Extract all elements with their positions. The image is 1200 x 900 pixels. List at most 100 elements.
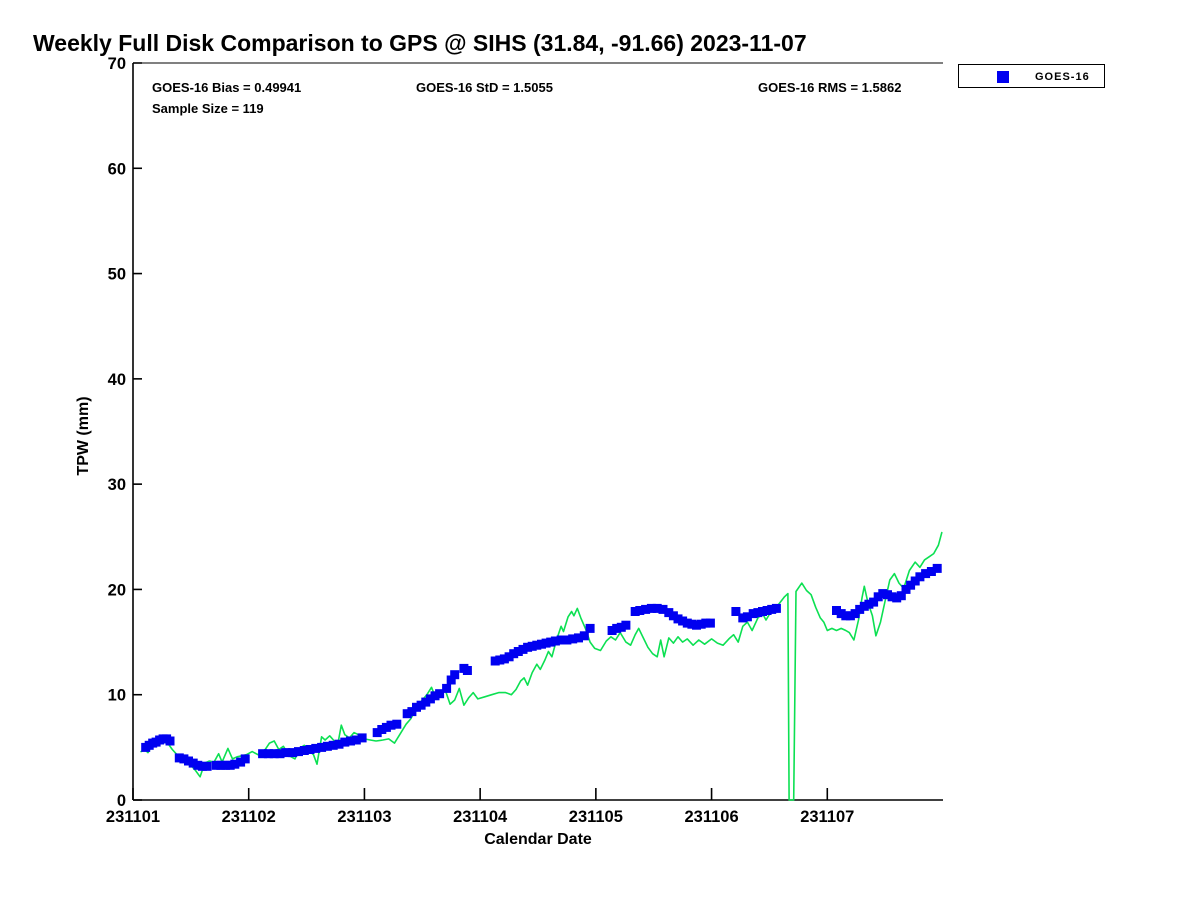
goes16-marker [407, 707, 417, 717]
goes16-marker [288, 748, 298, 758]
goes16-marker [652, 603, 662, 613]
goes16-marker [883, 590, 892, 600]
goes16-marker [635, 606, 645, 615]
y-tick-label: 60 [108, 160, 126, 178]
goes16-marker [771, 603, 781, 613]
goes16-marker [701, 618, 711, 628]
goes16-marker [753, 608, 763, 618]
goes16-marker [372, 728, 382, 738]
y-axis-label: TPW (mm) [75, 396, 92, 476]
chart-title: Weekly Full Disk Comparison to GPS @ SIH… [33, 30, 807, 56]
goes16-marker [202, 761, 212, 771]
legend-entry-label: GOES-16 [1035, 71, 1090, 83]
legend-box: GOES-16 [958, 64, 1105, 88]
goes16-marker [197, 761, 207, 771]
goes16-marker [668, 611, 678, 621]
goes16-marker [357, 733, 367, 743]
goes16-marker [165, 736, 175, 746]
goes16-marker [518, 644, 528, 654]
goes16-marker [221, 760, 231, 770]
goes16-marker [932, 563, 942, 573]
x-tick-label: 231106 [684, 808, 738, 826]
goes16-marker [896, 591, 906, 601]
goes16-marker [499, 654, 509, 664]
goes16-marker [532, 640, 542, 650]
goes16-marker [921, 569, 931, 579]
goes16-marker [340, 737, 350, 747]
goes16-marker [568, 634, 578, 644]
x-axis-label: Calendar Date [484, 831, 592, 848]
goes16-marker [509, 649, 519, 659]
goes16-marker [767, 604, 777, 614]
goes16-marker [550, 636, 560, 646]
goes16-marker [658, 604, 668, 614]
goes16-marker [926, 567, 936, 576]
goes16-marker [873, 592, 883, 602]
stat-std: GOES-16 StD = 1.5055 [416, 80, 553, 95]
stat-sample-size: Sample Size = 119 [152, 101, 264, 116]
goes16-marker [281, 748, 291, 758]
goes16-marker [915, 572, 925, 582]
goes16-marker [678, 616, 688, 626]
y-tick-label: 40 [108, 371, 126, 389]
goes16-marker [317, 742, 327, 752]
goes16-marker [446, 675, 456, 685]
goes16-marker [240, 754, 250, 764]
goes16-marker [442, 683, 452, 693]
goes16-marker [258, 749, 268, 759]
goes16-marker [696, 619, 706, 629]
goes16-marker [621, 620, 631, 630]
goes16-marker [236, 757, 246, 767]
goes16-marker [299, 746, 309, 755]
goes16-marker [556, 635, 566, 645]
goes16-marker [188, 758, 198, 768]
goes16-marker [878, 589, 888, 599]
goes16-marker [585, 623, 595, 633]
goes16-marker [579, 631, 589, 641]
goes16-marker [541, 638, 551, 648]
goes16-marker [462, 666, 472, 675]
goes16-marker [630, 607, 640, 616]
goes16-marker [864, 599, 874, 609]
goes16-marker [334, 739, 344, 749]
x-tick-label: 231103 [337, 808, 391, 826]
goes16-marker [641, 604, 651, 614]
goes16-marker [179, 754, 189, 764]
goes16-marker [386, 720, 396, 730]
y-tick-label: 70 [108, 55, 126, 73]
x-tick-label: 231102 [222, 808, 276, 826]
gps-line [140, 531, 943, 801]
goes16-marker [901, 584, 911, 594]
goes16-marker [692, 620, 701, 630]
goes16-marker [294, 747, 303, 757]
goes16-marker [211, 760, 221, 770]
y-tick-label: 50 [108, 266, 126, 284]
goes16-marker [269, 749, 279, 759]
goes16-marker [184, 756, 193, 766]
goes16-marker [758, 607, 767, 616]
goes16-marker [351, 735, 361, 745]
goes16-marker [537, 639, 546, 649]
goes16-marker [513, 647, 523, 656]
goes16-marker [762, 606, 772, 615]
goes16-marker [738, 613, 748, 623]
goes16-marker [646, 603, 656, 613]
goes16-marker [225, 760, 235, 770]
x-tick-label: 231101 [106, 808, 160, 826]
goes16-marker [910, 576, 920, 586]
y-tick-label: 0 [117, 792, 126, 810]
goes16-marker [731, 607, 741, 616]
goes16-marker [845, 611, 855, 621]
goes16-marker [562, 635, 572, 645]
goes16-marker [216, 760, 226, 770]
goes16-marker [346, 736, 355, 746]
goes16-marker [504, 652, 514, 662]
goes16-marker [402, 709, 412, 719]
goes16-marker [328, 740, 338, 750]
stat-bias: GOES-16 Bias = 0.49941 [152, 80, 302, 95]
goes16-marker [416, 700, 426, 710]
goes16-marker [421, 697, 431, 707]
goes16-marker [230, 759, 240, 769]
